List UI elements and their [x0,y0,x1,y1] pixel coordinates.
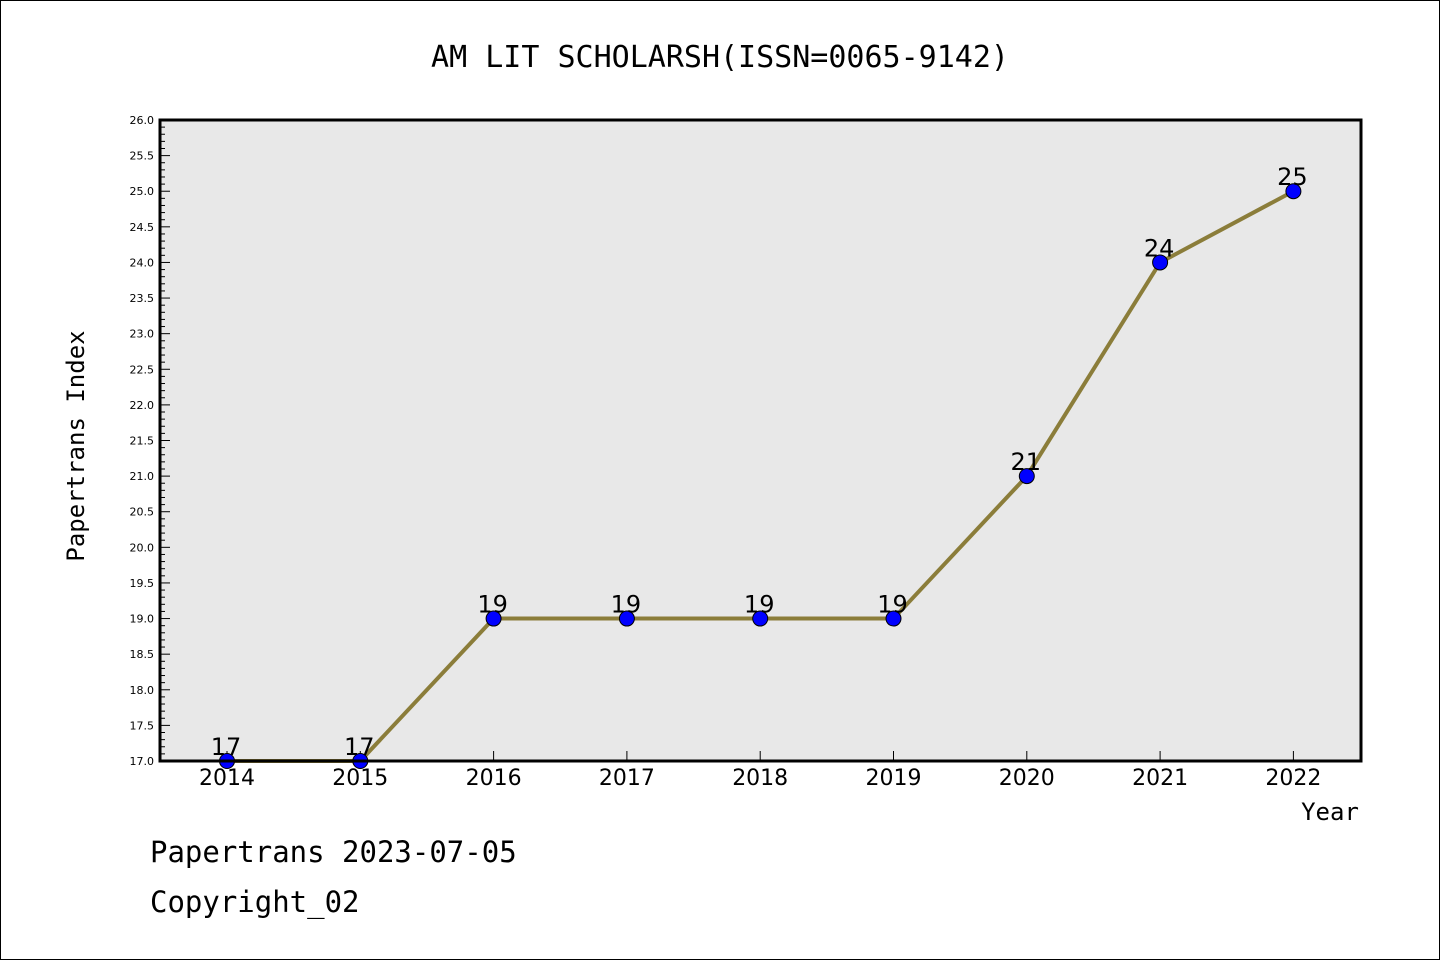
y-tick-label: 20.0 [130,541,155,554]
data-point [1285,183,1302,200]
y-tick-label: 22.0 [130,399,155,412]
y-tick-label: 20.5 [130,506,155,519]
y-tick-label: 19.5 [130,577,155,590]
data-label: 21 [1011,448,1042,476]
x-tick-label: 2018 [732,766,788,791]
y-tick-label: 19.0 [130,613,155,626]
y-axis-label: Papertrans Index [62,330,90,561]
y-tick-label: 17.5 [130,719,155,732]
data-label: 24 [1144,234,1175,262]
data-point [485,610,502,627]
y-tick-label: 17.0 [130,755,155,768]
x-axis-label: Year [1301,798,1359,826]
plot-border [158,118,1363,763]
x-tick-label: 2020 [999,766,1055,791]
y-tick-label: 25.5 [130,150,155,163]
chart-title: AM LIT SCHOLARSH(ISSN=0065-9142) [431,40,1009,75]
y-tick-label: 21.5 [130,435,155,448]
data-label: 17 [211,733,242,761]
x-tick-label: 2017 [599,766,655,791]
data-points [219,183,1302,769]
y-tick-label: 18.0 [130,684,155,697]
x-tick-label: 2016 [466,766,522,791]
y-tick-label: 26.0 [130,114,155,127]
data-label: 19 [877,591,908,619]
x-axis: 2014 2015 2016 2017 2018 2019 2020 2021 2022 [199,751,1321,791]
x-tick-label: 2022 [1265,766,1321,791]
data-label: 17 [344,733,375,761]
data-point [618,610,635,627]
y-tick-label: 24.0 [130,256,155,269]
x-tick-label: 2021 [1132,766,1188,791]
data-point [1018,468,1035,485]
plot-area [160,120,1361,761]
data-point [1152,254,1169,271]
data-label: 19 [744,591,775,619]
data-labels: 17 17 19 19 19 19 21 24 25 [211,163,1308,761]
x-tick-label: 2014 [199,766,255,791]
data-point [752,610,769,627]
y-tick-label: 24.5 [130,221,155,234]
x-tick-label: 2015 [332,766,388,791]
y-tick-label: 25.0 [130,185,155,198]
y-tick-label: 23.5 [130,292,155,305]
data-point [885,610,902,627]
y-tick-label: 21.0 [130,470,155,483]
x-tick-label: 2019 [866,766,922,791]
y-tick-label: 18.5 [130,648,155,661]
footer-date-text: Papertrans 2023-07-05 [150,835,517,869]
y-tick-label: 23.0 [130,328,155,341]
data-label: 19 [611,591,642,619]
footer-copyright-text: Copyright_02 [150,885,360,919]
data-label: 25 [1277,163,1308,191]
y-axis: 17.0 17.5 18.0 18.5 19.0 19.5 20.0 20.5 21.0 21.5… [130,114,170,768]
data-label: 19 [477,591,508,619]
y-tick-label: 22.5 [130,363,155,376]
